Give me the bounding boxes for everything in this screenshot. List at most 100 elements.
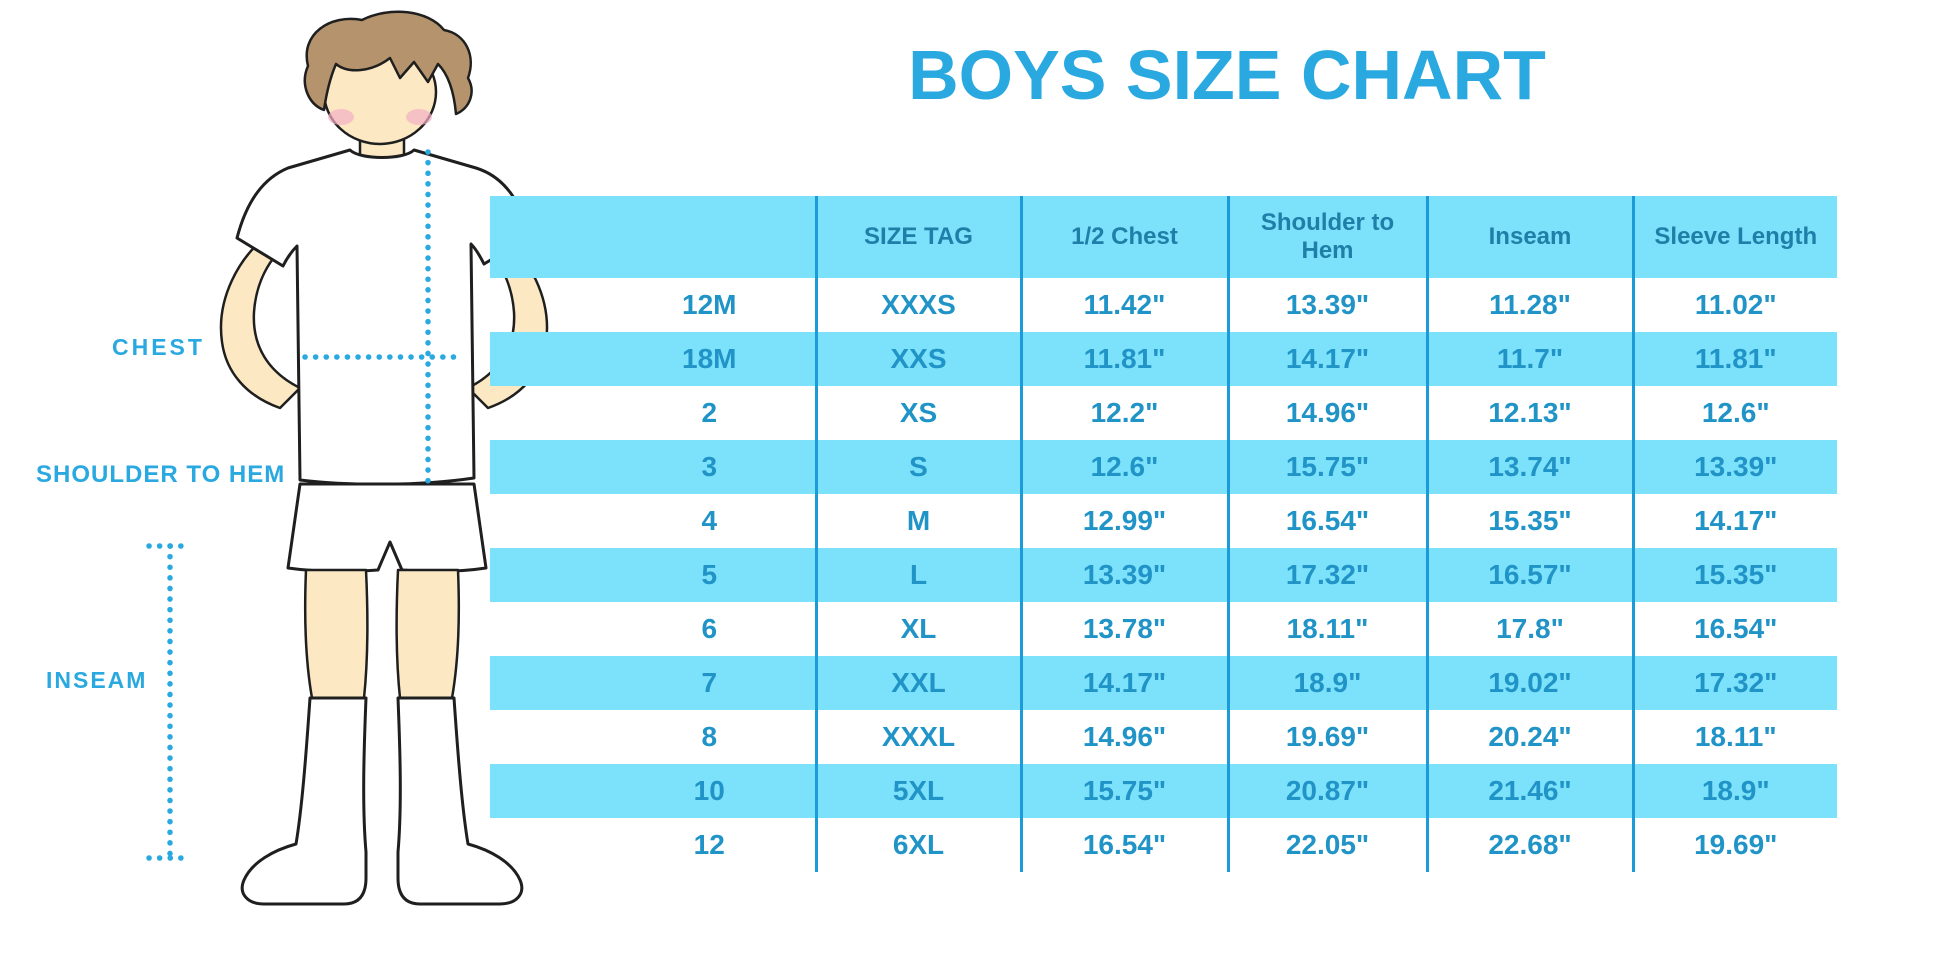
shorts — [286, 482, 488, 573]
table-cell: 16.54" — [1019, 818, 1228, 872]
table-cell: 12.13" — [1425, 386, 1633, 440]
table-cell: S — [814, 440, 1021, 494]
row-label-cell: 3 — [490, 440, 816, 494]
t-shirt — [235, 148, 532, 486]
row-label-cell: 12M — [682, 289, 737, 320]
row-label-cell: 10 — [490, 764, 816, 818]
table-cell: 14.17" — [1019, 656, 1228, 710]
table-row: 18M XXS 11.81" 14.17" 11.7" 11.81" — [490, 332, 1837, 386]
table-cell: M — [814, 494, 1021, 548]
right-sock — [396, 696, 524, 906]
table-cell: 12.2" — [1019, 386, 1228, 440]
table-cell: XXS — [814, 332, 1021, 386]
header-cell-shoulder-to-hem: Shoulder to Hem — [1226, 196, 1427, 278]
row-label-cell: 12 — [693, 829, 725, 860]
table-cell: 12.6" — [1631, 386, 1837, 440]
table-cell: 11.02" — [1631, 278, 1837, 332]
table-row: 4 M 12.99" 16.54" 15.35" 14.17" — [490, 494, 1837, 548]
boys-size-table: SIZE TAG 1/2 Chest Shoulder to Hem Insea… — [490, 196, 1837, 872]
table-cell: 22.05" — [1226, 818, 1427, 872]
table-cell: 11.42" — [1019, 278, 1228, 332]
header-cell-sleeve-length: Sleeve Length — [1631, 196, 1837, 278]
table-cell: 17.8" — [1425, 602, 1633, 656]
table-cell: 14.17" — [1226, 332, 1427, 386]
left-arm — [219, 230, 302, 410]
table-cell: 17.32" — [1226, 548, 1427, 602]
table-row: 5 L 13.39" 17.32" 16.57" 15.35" — [490, 548, 1837, 602]
table-cell: 19.69" — [1631, 818, 1837, 872]
row-label-cell: 7 — [490, 656, 816, 710]
table-cell: 16.54" — [1226, 494, 1427, 548]
table-cell: 17.32" — [1631, 656, 1837, 710]
table-cell: 15.75" — [1019, 764, 1228, 818]
left-sock — [240, 696, 368, 906]
table-cell: 16.54" — [1631, 602, 1837, 656]
table-cell: 15.35" — [1425, 494, 1633, 548]
table-cell: 19.69" — [1226, 710, 1427, 764]
table-cell: 11.81" — [1019, 332, 1228, 386]
table-row: 6 XL 13.78" 18.11" 17.8" 16.54" — [490, 602, 1837, 656]
table-cell: 13.39" — [1226, 278, 1427, 332]
shoulder-to-hem-label: SHOULDER TO HEM — [36, 461, 286, 488]
table-row: 12M XXXS 11.42" 13.39" 11.28" 11.02" — [490, 278, 1837, 332]
left-blush — [328, 109, 354, 125]
table-row: 8 XXXL 14.96" 19.69" 20.24" 18.11" — [490, 710, 1837, 764]
table-row: 3 S 12.6" 15.75" 13.74" 13.39" — [490, 440, 1837, 494]
table-cell: 19.02" — [1425, 656, 1633, 710]
inseam-label: INSEAM — [46, 667, 148, 693]
row-label-cell: 5 — [490, 548, 816, 602]
table-cell: 22.68" — [1425, 818, 1633, 872]
table-cell: XS — [814, 386, 1021, 440]
table-cell: XXXS — [814, 278, 1021, 332]
row-label-cell: 6 — [701, 613, 718, 644]
table-cell: 20.87" — [1226, 764, 1427, 818]
header-cell-inseam: Inseam — [1425, 196, 1633, 278]
table-header-row: SIZE TAG 1/2 Chest Shoulder to Hem Insea… — [490, 196, 1837, 278]
table-cell: 14.96" — [1019, 710, 1228, 764]
chest-label: CHEST — [112, 334, 205, 360]
table-cell: L — [814, 548, 1021, 602]
table-cell: 14.17" — [1631, 494, 1837, 548]
row-label-cell: 4 — [701, 505, 718, 536]
left-leg — [304, 568, 369, 700]
table-row: 2 XS 12.2" 14.96" 12.13" 12.6" — [490, 386, 1837, 440]
table-cell: 11.7" — [1425, 332, 1633, 386]
table-cell: XL — [814, 602, 1021, 656]
table-row: 10 5XL 15.75" 20.87" 21.46" 18.9" — [490, 764, 1837, 818]
table-cell: 12.6" — [1019, 440, 1228, 494]
table-cell: XXL — [814, 656, 1021, 710]
table-cell: 14.96" — [1226, 386, 1427, 440]
table-cell: 18.11" — [1226, 602, 1427, 656]
header-cell-size-tag: SIZE TAG — [814, 196, 1021, 278]
row-label-cell: 18M — [490, 332, 816, 386]
table-cell: 18.9" — [1226, 656, 1427, 710]
header-cell-half-chest: 1/2 Chest — [1019, 196, 1228, 278]
header-cell-blank — [490, 196, 816, 278]
table-cell: 16.57" — [1425, 548, 1633, 602]
table-row: 7 XXL 14.17" 18.9" 19.02" 17.32" — [490, 656, 1837, 710]
table-cell: 13.78" — [1019, 602, 1228, 656]
table-cell: 15.75" — [1226, 440, 1427, 494]
row-label-cell: 8 — [701, 721, 718, 752]
table-cell: 21.46" — [1425, 764, 1633, 818]
table-cell: 12.99" — [1019, 494, 1228, 548]
table-cell: 13.74" — [1425, 440, 1633, 494]
table-cell: 13.39" — [1019, 548, 1228, 602]
table-cell: XXXL — [814, 710, 1021, 764]
table-row: 12 6XL 16.54" 22.05" 22.68" 19.69" — [490, 818, 1837, 872]
table-cell: 18.11" — [1631, 710, 1837, 764]
hair — [303, 10, 473, 116]
table-cell: 18.9" — [1631, 764, 1837, 818]
table-cell: 11.81" — [1631, 332, 1837, 386]
table-cell: 20.24" — [1425, 710, 1633, 764]
right-leg — [395, 568, 460, 700]
table-cell: 6XL — [814, 818, 1021, 872]
size-table-body: 12M XXXS 11.42" 13.39" 11.28" 11.02" 18M XXS 11.… — [490, 278, 1837, 872]
table-cell: 13.39" — [1631, 440, 1837, 494]
table-cell: 15.35" — [1631, 548, 1837, 602]
row-label-cell: 2 — [701, 397, 718, 428]
table-cell: 11.28" — [1425, 278, 1633, 332]
right-blush — [406, 109, 432, 125]
